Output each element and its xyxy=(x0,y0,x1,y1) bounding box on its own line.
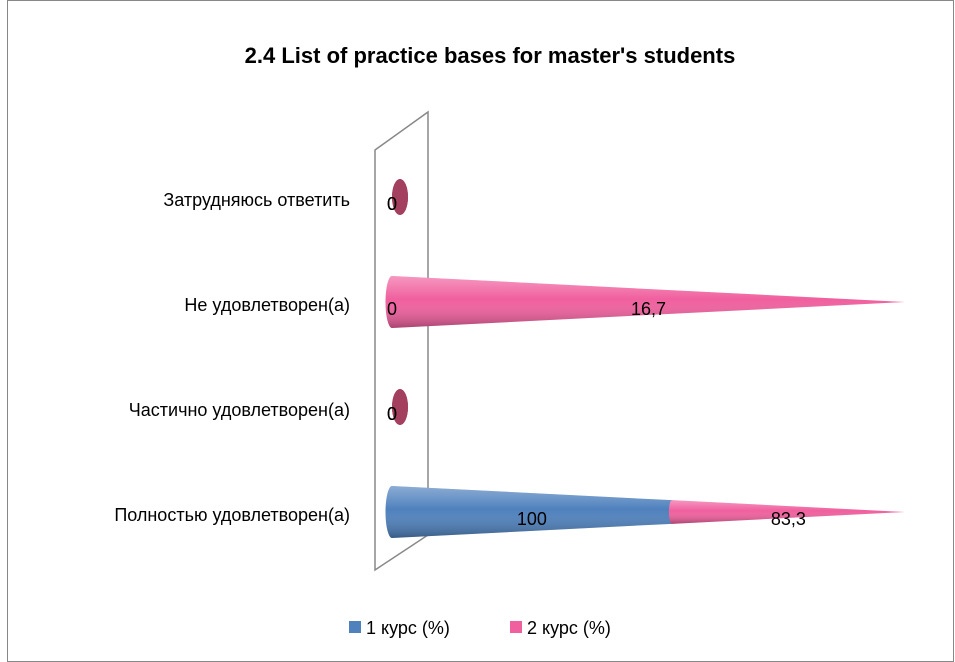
cone-shade xyxy=(385,276,905,328)
legend-swatch xyxy=(349,621,361,633)
data-label: 0 xyxy=(387,194,397,214)
legend-label: 2 курс (%) xyxy=(527,618,611,638)
cone-shade xyxy=(668,500,905,524)
data-label: 0 xyxy=(387,194,397,214)
chart-title: 2.4 List of practice bases for master's … xyxy=(245,43,736,68)
legend-swatch xyxy=(510,621,522,633)
data-label: 0 xyxy=(387,404,397,424)
cone-shade xyxy=(385,486,675,538)
chart-border xyxy=(7,0,954,662)
cone-zero xyxy=(392,389,408,425)
data-label: 0 xyxy=(387,404,397,424)
category-label: Затрудняюсь ответить xyxy=(163,190,350,210)
legend-label: 1 курс (%) xyxy=(366,618,450,638)
cone-zero xyxy=(392,179,408,215)
data-label: 0 xyxy=(387,299,397,319)
category-label: Частично удовлетворен(а) xyxy=(129,400,350,420)
category-label: Не удовлетворен(а) xyxy=(184,295,350,315)
data-label: 83,3 xyxy=(771,509,806,529)
data-label: 100 xyxy=(517,509,547,529)
category-label: Полностью удовлетворен(а) xyxy=(114,505,350,525)
data-label: 16,7 xyxy=(631,299,666,319)
